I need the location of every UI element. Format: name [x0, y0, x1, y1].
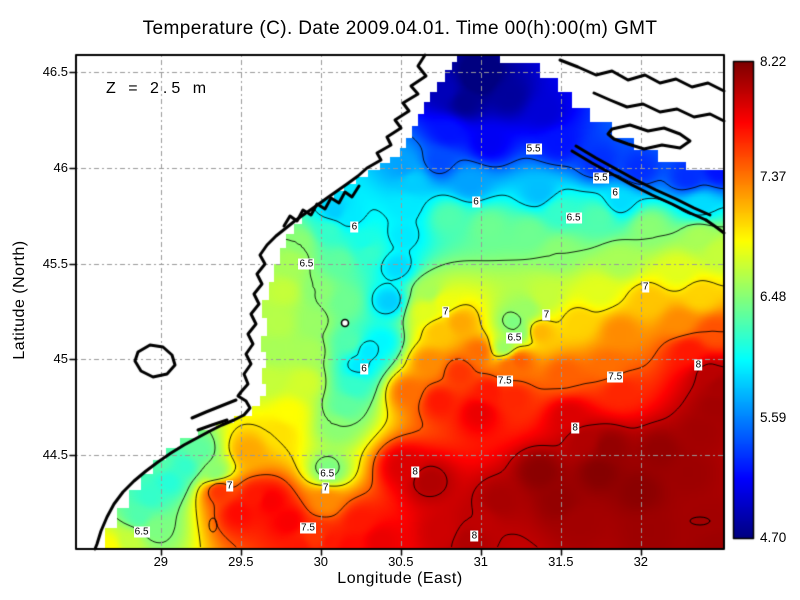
x-tick-label: 31.5 — [548, 554, 574, 569]
y-tick-label: 46 — [53, 159, 68, 175]
y-axis-label: Latitude (North) — [11, 240, 28, 360]
y-tick-label: 45.5 — [42, 255, 68, 271]
contour-label: 7.5 — [300, 522, 316, 534]
contour-label: 7 — [321, 482, 330, 494]
colorbar-tick-label: 4.70 — [760, 530, 787, 545]
y-tick-label: 46.5 — [42, 64, 68, 80]
colorbar-tick-label: 5.59 — [760, 409, 787, 425]
figure-title: Temperature (C). Date 2009.04.01. Time 0… — [142, 18, 658, 39]
contour-label: 7.5 — [607, 371, 624, 383]
contour-label: 5.5 — [525, 143, 542, 155]
contour-label: 8 — [571, 422, 579, 434]
contour-label: 6.5 — [565, 212, 582, 224]
contour-label: 8 — [470, 530, 479, 542]
contour-label: 7 — [641, 281, 650, 293]
x-tick-label: 32 — [633, 554, 649, 569]
depth-annotation: Z = 2.5 m — [106, 80, 211, 97]
y-tick-label: 44.5 — [42, 447, 68, 463]
contour-label: 8 — [411, 466, 419, 478]
colorbar-tick-label: 7.37 — [760, 168, 787, 184]
contour-label: 6 — [360, 363, 368, 375]
contour-label: 6 — [611, 187, 619, 199]
contour-label: 6 — [350, 221, 359, 233]
contour-label: 7 — [542, 309, 551, 321]
contour-label: 5.5 — [592, 172, 609, 184]
x-tick-label: 29 — [153, 554, 169, 569]
contour-label: 6.5 — [506, 332, 523, 344]
contour-label: 7.5 — [496, 375, 513, 386]
x-tick-label: 30 — [313, 554, 329, 569]
x-tick-label: 29.5 — [228, 554, 254, 569]
x-axis-label: Longitude (East) — [337, 570, 463, 587]
contour-label: 7 — [225, 480, 234, 492]
contour-label: 6.5 — [319, 468, 336, 480]
colorbar-tick-label: 8.22 — [760, 54, 787, 69]
x-tick-label: 31 — [473, 554, 489, 569]
y-tick-label: 45 — [53, 351, 68, 367]
contour-label: 7 — [441, 306, 450, 318]
colorbar-tick-label: 6.48 — [760, 289, 787, 305]
contour-label: 6.5 — [133, 526, 150, 538]
x-tick-label: 30.5 — [388, 554, 414, 569]
contour-label: 6 — [472, 196, 480, 208]
contour-label: 6.5 — [298, 258, 315, 270]
contour-label: 8 — [694, 359, 703, 371]
